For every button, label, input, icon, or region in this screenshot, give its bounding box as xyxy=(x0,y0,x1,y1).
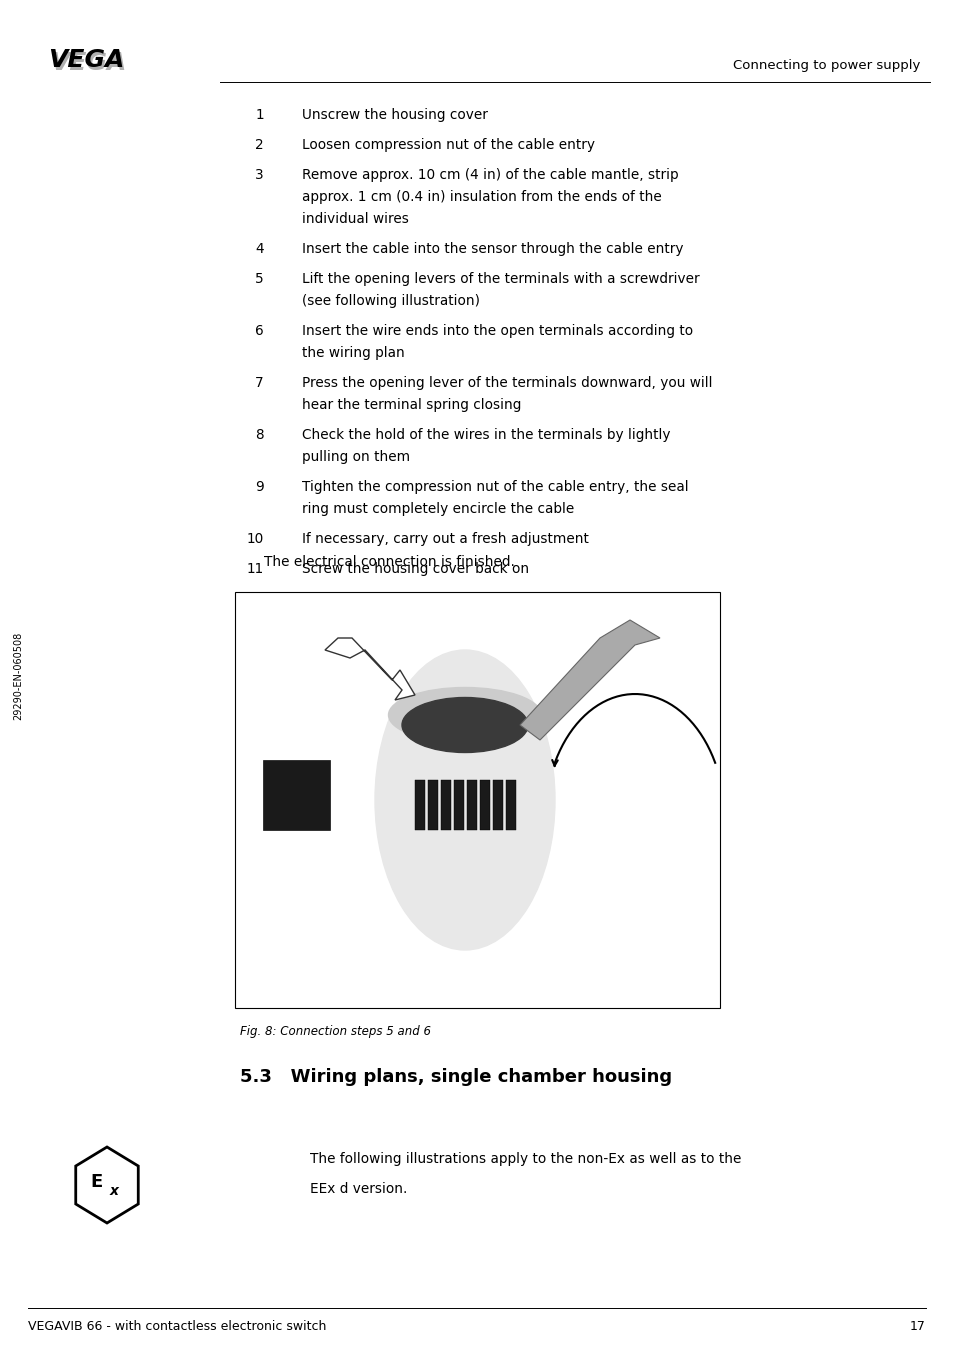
Bar xyxy=(234,592,720,1009)
Bar xyxy=(454,780,463,830)
Text: approx. 1 cm (0.4 in) insulation from the ends of the: approx. 1 cm (0.4 in) insulation from th… xyxy=(302,191,661,204)
Text: (see following illustration): (see following illustration) xyxy=(302,293,479,308)
Bar xyxy=(505,780,516,830)
Text: 8: 8 xyxy=(255,429,264,442)
Text: Fig. 8: Connection steps 5 and 6: Fig. 8: Connection steps 5 and 6 xyxy=(240,1025,431,1038)
Text: 6: 6 xyxy=(255,324,264,338)
Polygon shape xyxy=(519,621,659,740)
Text: Connecting to power supply: Connecting to power supply xyxy=(732,59,919,72)
Text: 9: 9 xyxy=(255,480,264,493)
Text: Lift the opening levers of the terminals with a screwdriver: Lift the opening levers of the terminals… xyxy=(302,272,699,287)
Text: x: x xyxy=(110,1184,119,1198)
Text: The following illustrations apply to the non-Ex as well as to the: The following illustrations apply to the… xyxy=(310,1152,740,1165)
Ellipse shape xyxy=(375,650,555,950)
Text: Remove approx. 10 cm (4 in) of the cable mantle, strip: Remove approx. 10 cm (4 in) of the cable… xyxy=(302,168,678,183)
Text: the wiring plan: the wiring plan xyxy=(302,346,404,360)
Text: Unscrew the housing cover: Unscrew the housing cover xyxy=(302,108,487,122)
Bar xyxy=(493,780,502,830)
Polygon shape xyxy=(75,1146,138,1224)
Text: Loosen compression nut of the cable entry: Loosen compression nut of the cable entr… xyxy=(302,138,595,151)
Text: 11: 11 xyxy=(247,562,264,576)
Text: Tighten the compression nut of the cable entry, the seal: Tighten the compression nut of the cable… xyxy=(302,480,688,493)
Ellipse shape xyxy=(388,688,541,742)
Text: 5: 5 xyxy=(255,272,264,287)
Text: pulling on them: pulling on them xyxy=(302,450,410,464)
Text: 29290-EN-060508: 29290-EN-060508 xyxy=(13,631,23,721)
Text: VEGA: VEGA xyxy=(51,50,127,74)
Bar xyxy=(428,780,437,830)
Text: VEGAVIB 66 - with contactless electronic switch: VEGAVIB 66 - with contactless electronic… xyxy=(28,1320,326,1333)
Text: E: E xyxy=(91,1174,102,1191)
Text: The electrical connection is finished.: The electrical connection is finished. xyxy=(264,556,515,569)
Text: Check the hold of the wires in the terminals by lightly: Check the hold of the wires in the termi… xyxy=(302,429,670,442)
Text: ring must completely encircle the cable: ring must completely encircle the cable xyxy=(302,502,574,516)
Bar xyxy=(467,780,476,830)
Text: individual wires: individual wires xyxy=(302,212,409,226)
Text: Press the opening lever of the terminals downward, you will: Press the opening lever of the terminals… xyxy=(302,376,712,389)
Text: VEGA: VEGA xyxy=(48,49,124,72)
Text: Insert the wire ends into the open terminals according to: Insert the wire ends into the open termi… xyxy=(302,324,693,338)
Text: hear the terminal spring closing: hear the terminal spring closing xyxy=(302,397,521,412)
Text: If necessary, carry out a fresh adjustment: If necessary, carry out a fresh adjustme… xyxy=(302,531,588,546)
Text: 10: 10 xyxy=(247,531,264,546)
Bar xyxy=(479,780,490,830)
Bar xyxy=(263,760,330,830)
Text: 2: 2 xyxy=(255,138,264,151)
Ellipse shape xyxy=(401,698,527,753)
Text: 17: 17 xyxy=(909,1320,925,1333)
Text: 5.3   Wiring plans, single chamber housing: 5.3 Wiring plans, single chamber housing xyxy=(240,1068,672,1086)
Text: 4: 4 xyxy=(255,242,264,256)
Text: 7: 7 xyxy=(255,376,264,389)
Text: 1: 1 xyxy=(255,108,264,122)
Text: Insert the cable into the sensor through the cable entry: Insert the cable into the sensor through… xyxy=(302,242,682,256)
Bar xyxy=(415,780,424,830)
Text: EEx d version.: EEx d version. xyxy=(310,1182,407,1195)
Polygon shape xyxy=(325,638,415,700)
Text: Screw the housing cover back on: Screw the housing cover back on xyxy=(302,562,529,576)
Text: 3: 3 xyxy=(255,168,264,183)
Bar xyxy=(440,780,451,830)
